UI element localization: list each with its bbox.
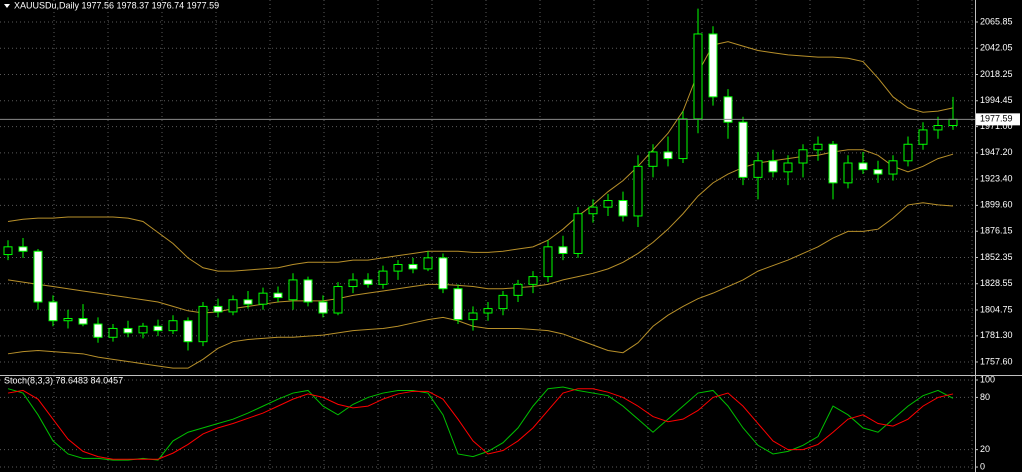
candle-body xyxy=(468,312,478,321)
series-line xyxy=(7,386,954,461)
y-tick-label: 1828.55 xyxy=(980,278,1013,288)
candle-body xyxy=(573,213,583,254)
candle-body xyxy=(123,327,133,334)
candle-body xyxy=(33,250,43,303)
y-tick-label: 1899.60 xyxy=(980,200,1013,210)
candle-body xyxy=(3,246,13,256)
candle-body xyxy=(948,118,958,127)
y-tick-label: 1804.75 xyxy=(980,304,1013,314)
candle-body xyxy=(738,121,748,178)
candle-body xyxy=(393,263,403,272)
candle-body xyxy=(438,257,448,290)
chart-title: XAUUSDu,Daily 1977.56 1978.37 1976.74 19… xyxy=(14,0,219,10)
y-tick-label: 1852.35 xyxy=(980,252,1013,262)
y-tick-label: 1947.20 xyxy=(980,147,1013,157)
candle-body xyxy=(678,118,688,160)
candle-body xyxy=(243,299,253,305)
y-tick-label: 0 xyxy=(980,461,985,471)
candle-body xyxy=(483,308,493,314)
candle-body xyxy=(588,206,598,215)
candle-body xyxy=(843,162,853,184)
candle-body xyxy=(183,320,193,343)
candle-body xyxy=(498,294,508,310)
series-line xyxy=(7,202,954,369)
y-tick-label: 20 xyxy=(980,444,990,454)
candle-body xyxy=(48,301,58,322)
candle-body xyxy=(153,325,163,332)
candle-body xyxy=(768,160,778,173)
candle-body xyxy=(513,283,523,296)
candle-body xyxy=(933,125,943,131)
candle-body xyxy=(558,246,568,254)
candle-body xyxy=(288,279,298,301)
candle-body xyxy=(528,276,538,285)
candle-body xyxy=(318,301,328,314)
candle-body xyxy=(708,33,718,98)
candle-body xyxy=(198,305,208,343)
candle-body xyxy=(453,288,463,321)
y-tick-label: 1876.15 xyxy=(980,226,1013,236)
candle-body xyxy=(783,162,793,173)
candle-body xyxy=(753,160,763,178)
y-tick-label: 1971.00 xyxy=(980,121,1013,131)
candle-body xyxy=(603,200,613,208)
candle-body xyxy=(78,318,88,325)
candle-body xyxy=(333,286,343,314)
stoch-title: Stoch(8,3,3) 78.6483 84.0457 xyxy=(4,375,123,385)
candle-body xyxy=(798,149,808,164)
y-tick-label: 80 xyxy=(980,392,990,402)
series-line xyxy=(7,41,954,272)
y-tick-label: 1923.40 xyxy=(980,173,1013,183)
y-tick-label: 1781.30 xyxy=(980,330,1013,340)
y-tick-label: 2018.25 xyxy=(980,69,1013,79)
y-tick-label: 2042.05 xyxy=(980,43,1013,53)
candle-body xyxy=(918,129,928,145)
series-line xyxy=(7,388,954,460)
candle-body xyxy=(423,257,433,270)
candle-body xyxy=(348,279,358,288)
y-tick-label: 2065.85 xyxy=(980,16,1013,26)
candle-body xyxy=(663,151,673,160)
candle-body xyxy=(303,279,313,303)
candle-body xyxy=(633,165,643,217)
candle-body xyxy=(858,162,868,171)
current-price-box xyxy=(976,113,1020,126)
candle-body xyxy=(168,320,178,332)
candle-body xyxy=(888,160,898,175)
y-tick-label: 1757.60 xyxy=(980,356,1013,366)
candle-body xyxy=(378,270,388,285)
current-price-label: 1977.59 xyxy=(980,114,1013,124)
candle-body xyxy=(693,33,703,120)
candle-body xyxy=(108,327,118,338)
candle-body xyxy=(723,96,733,123)
candle-body xyxy=(213,305,223,313)
y-tick-label: 1994.45 xyxy=(980,95,1013,105)
y-tick-label: 100 xyxy=(980,374,995,384)
candle-body xyxy=(138,325,148,334)
candle-body xyxy=(903,143,913,162)
candle-body xyxy=(618,200,628,217)
candle-body xyxy=(813,143,823,151)
series-line xyxy=(7,149,954,314)
candle-body xyxy=(18,246,28,252)
candle-body xyxy=(828,143,838,184)
candle-body xyxy=(648,151,658,167)
header-arrow xyxy=(4,4,10,8)
candle-body xyxy=(258,292,268,305)
candle-body xyxy=(408,263,418,270)
candle-body xyxy=(543,246,553,278)
candle-body xyxy=(93,323,103,338)
candle-body xyxy=(63,318,73,322)
candle-body xyxy=(363,279,373,285)
candle-body xyxy=(273,292,283,299)
candle-body xyxy=(873,169,883,175)
candle-body xyxy=(228,299,238,313)
